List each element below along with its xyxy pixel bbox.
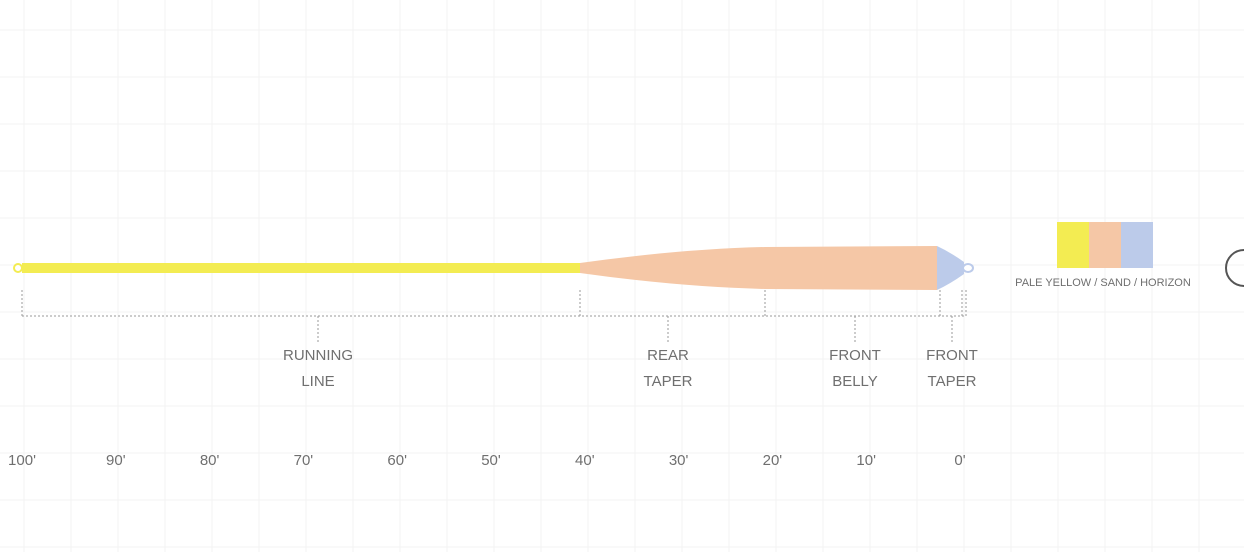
distance-label: 10' <box>856 452 876 469</box>
distance-label: 70' <box>294 452 314 469</box>
legend-swatch <box>1057 222 1089 268</box>
distance-label: 20' <box>763 452 783 469</box>
distance-label: 50' <box>481 452 501 469</box>
section-label: TAPER <box>644 373 693 390</box>
distance-label: 80' <box>200 452 220 469</box>
legend-swatch <box>1089 222 1121 268</box>
legend-swatch <box>1121 222 1153 268</box>
taper-belly <box>580 246 937 290</box>
distance-label: 60' <box>387 452 407 469</box>
section-label: REAR <box>647 347 689 364</box>
section-label: TAPER <box>928 373 977 390</box>
section-label: BELLY <box>832 373 878 390</box>
section-label: FRONT <box>926 347 978 364</box>
section-label: FRONT <box>829 347 881 364</box>
distance-label: 100' <box>8 452 36 469</box>
legend-label: PALE YELLOW / SAND / HORIZON <box>1015 277 1191 289</box>
distance-label: 40' <box>575 452 595 469</box>
distance-label: 90' <box>106 452 126 469</box>
running-line <box>22 263 582 273</box>
section-label: RUNNING <box>283 347 353 364</box>
distance-label: 30' <box>669 452 689 469</box>
front-loop <box>962 263 974 273</box>
rear-loop <box>13 263 23 273</box>
section-label: LINE <box>301 373 334 390</box>
edge-button <box>1225 249 1244 287</box>
distance-label: 0' <box>954 452 965 469</box>
front-taper <box>937 246 964 290</box>
